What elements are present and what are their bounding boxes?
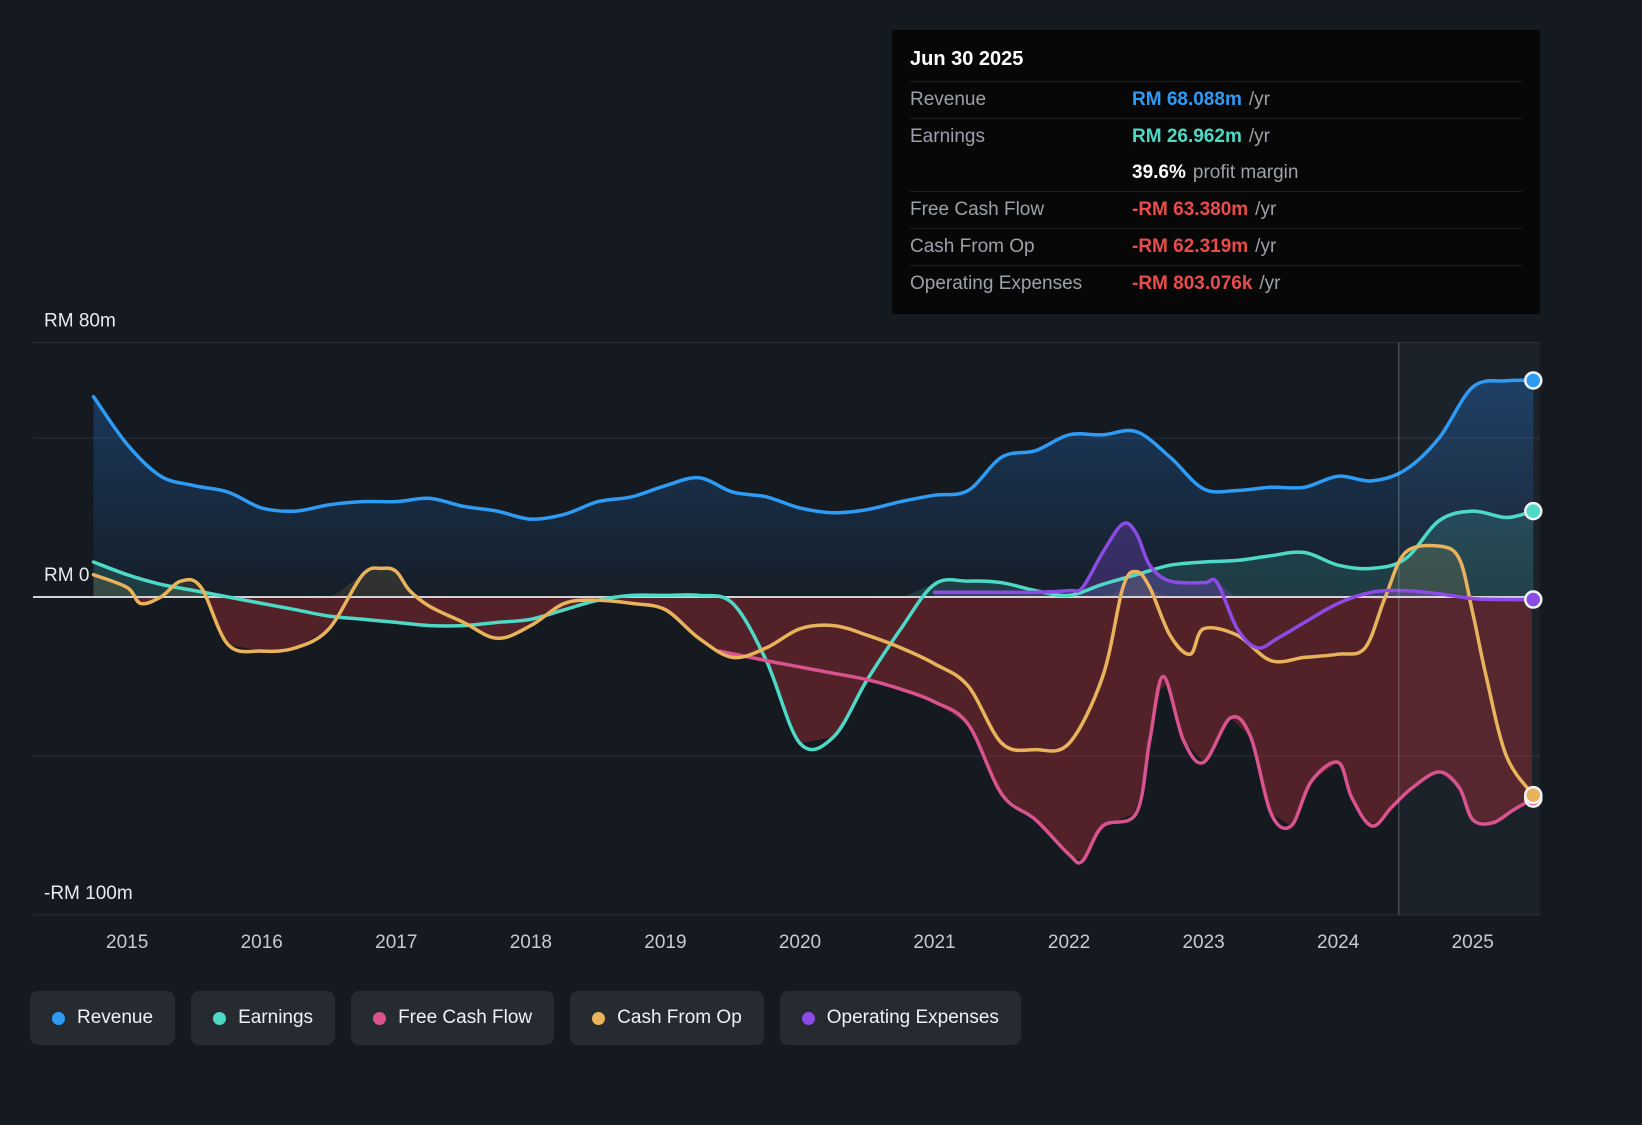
legend-item-label: Operating Expenses bbox=[826, 1007, 999, 1028]
x-axis-label: 2021 bbox=[913, 932, 955, 953]
tooltip-row-suffix: /yr bbox=[1248, 89, 1270, 110]
x-axis-label: 2016 bbox=[241, 932, 283, 953]
tooltip-row-value: 39.6% bbox=[1132, 162, 1186, 183]
legend: Revenue Earnings Free Cash Flow Cash From O… bbox=[30, 991, 1021, 1045]
legend-dot-icon bbox=[52, 1011, 65, 1025]
cash-from-op-area bbox=[93, 545, 1534, 601]
tooltip-row: Free Cash Flow -RM 63.380m/yr bbox=[910, 191, 1522, 228]
earnings-end-marker bbox=[1524, 501, 1543, 521]
legend-dot-icon bbox=[801, 1011, 815, 1025]
tooltip-row-value: -RM 62.319m bbox=[1132, 236, 1249, 257]
legend-item-label: Free Cash Flow bbox=[398, 1007, 533, 1028]
tooltip-row-label: Revenue bbox=[910, 89, 987, 110]
tooltip-date: Jun 30 2025 bbox=[910, 48, 1024, 70]
free-cash-flow-line bbox=[717, 649, 1536, 865]
tooltip-row-value: -RM 63.380m bbox=[1132, 199, 1249, 220]
tooltip-row-suffix: /yr bbox=[1255, 236, 1277, 257]
x-axis-label: 2022 bbox=[1048, 932, 1090, 953]
x-axis-label: 2018 bbox=[510, 932, 552, 953]
tooltip-row: Cash From Op -RM 62.319m/yr bbox=[910, 228, 1522, 265]
tooltip-row-label: Earnings bbox=[910, 126, 985, 147]
tooltip-row-value: RM 26.962m bbox=[1132, 126, 1242, 147]
cash-from-op-end-marker bbox=[1524, 785, 1543, 805]
y-axis-label: -RM 100m bbox=[44, 883, 133, 904]
x-axis-label: 2019 bbox=[644, 932, 686, 953]
tooltip-row: 39.6% profit margin bbox=[910, 155, 1522, 191]
tooltip-row: Revenue RM 68.088m/yr bbox=[910, 81, 1522, 118]
x-axis-label: 2023 bbox=[1182, 932, 1224, 953]
x-axis-label: 2017 bbox=[375, 932, 417, 953]
revenue-line bbox=[91, 378, 1536, 521]
tooltip-row-suffix: profit margin bbox=[1192, 162, 1299, 183]
tooltip-row-label: Cash From Op bbox=[910, 236, 1035, 257]
revenue-end-marker bbox=[1524, 371, 1543, 390]
legend-item-free-cash-flow[interactable]: Free Cash Flow bbox=[351, 991, 555, 1045]
tooltip-row-suffix: /yr bbox=[1248, 126, 1270, 147]
revenue-area bbox=[93, 380, 1534, 597]
legend-item-operating-expenses[interactable]: Operating Expenses bbox=[779, 991, 1021, 1045]
tooltip-row-suffix: /yr bbox=[1259, 273, 1281, 294]
legend-dot-icon bbox=[213, 1011, 227, 1025]
negative-area bbox=[73, 597, 1532, 860]
earnings-line bbox=[91, 509, 1536, 752]
operating-expenses-line bbox=[932, 521, 1536, 650]
tooltip-row-label: Free Cash Flow bbox=[910, 199, 1045, 220]
x-axis-label: 2025 bbox=[1452, 932, 1494, 953]
legend-dot-icon bbox=[592, 1011, 606, 1025]
legend-item-cash-from-op[interactable]: Cash From Op bbox=[570, 991, 764, 1045]
operating-expenses-end-marker bbox=[1524, 590, 1543, 609]
legend-item-label: Revenue bbox=[77, 1007, 154, 1028]
tooltip-row-value: -RM 803.076k bbox=[1132, 273, 1253, 294]
earnings-area bbox=[93, 511, 1534, 598]
legend-item-label: Earnings bbox=[238, 1007, 314, 1028]
tooltip-row: Operating Expenses -RM 803.076k/yr bbox=[910, 265, 1522, 302]
legend-item-earnings[interactable]: Earnings bbox=[191, 991, 336, 1045]
date-tooltip: Jun 30 2025 Revenue RM 68.088m/yr Earnings… bbox=[892, 30, 1540, 314]
tooltip-row: Earnings RM 26.962m/yr bbox=[910, 118, 1522, 155]
x-axis-label: 2015 bbox=[106, 932, 148, 953]
tooltip-rows: Revenue RM 68.088m/yr Earnings RM 26.962m/y… bbox=[910, 81, 1522, 302]
y-axis-label: RM 80m bbox=[44, 311, 116, 332]
tooltip-row-label: Operating Expenses bbox=[910, 273, 1083, 294]
legend-item-revenue[interactable]: Revenue bbox=[30, 991, 176, 1045]
cash-from-op-line bbox=[91, 543, 1536, 797]
tooltip-row-suffix: /yr bbox=[1255, 199, 1277, 220]
x-axis-label: 2020 bbox=[779, 932, 821, 953]
x-axis-label: 2024 bbox=[1317, 932, 1360, 953]
legend-item-label: Cash From Op bbox=[617, 1007, 742, 1028]
y-axis-label: RM 0 bbox=[44, 565, 89, 586]
tooltip-row-value: RM 68.088m bbox=[1132, 89, 1242, 110]
legend-dot-icon bbox=[373, 1011, 387, 1025]
